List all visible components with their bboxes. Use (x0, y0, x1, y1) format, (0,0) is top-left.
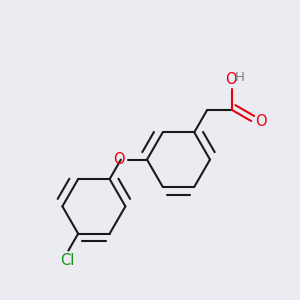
Text: O: O (255, 113, 266, 128)
Text: H: H (235, 71, 244, 84)
Text: Cl: Cl (60, 253, 74, 268)
Text: O: O (225, 72, 237, 87)
Text: O: O (113, 152, 124, 167)
